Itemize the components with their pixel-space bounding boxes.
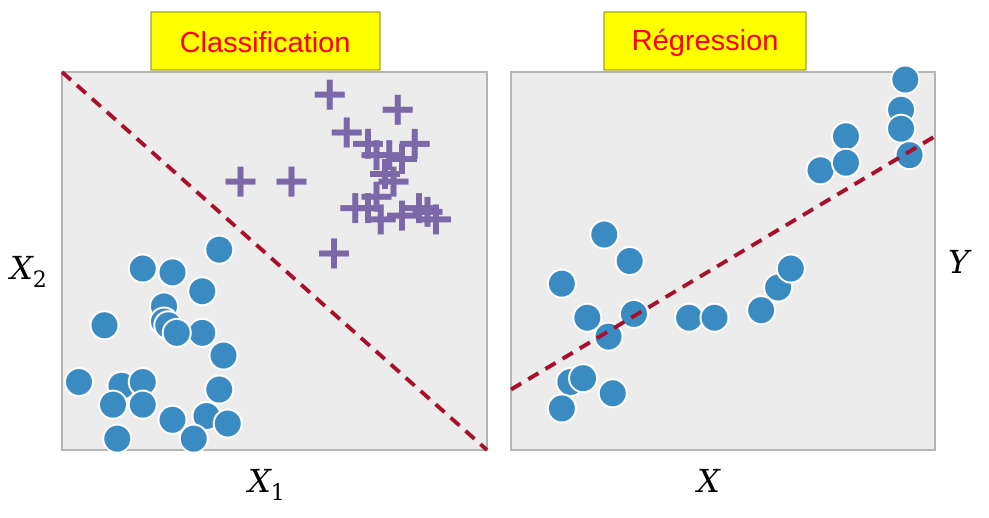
- regression-point: [746, 295, 777, 326]
- classification-plus-marker: [314, 79, 345, 110]
- regression-point: [593, 321, 624, 352]
- regression-point: [572, 302, 603, 333]
- classification-point: [64, 366, 94, 397]
- classification-plus-marker: [276, 166, 307, 197]
- classification-x-axis-label-subscript: 1: [271, 481, 285, 506]
- classification-y-axis-label: X2: [7, 249, 47, 293]
- regression-point: [546, 393, 577, 424]
- classification-plus-marker: [365, 204, 396, 235]
- classification-plus-marker: [412, 196, 443, 227]
- classification-point: [157, 257, 188, 288]
- regression-point: [614, 246, 645, 276]
- regression-point: [830, 147, 861, 178]
- regression-point: [805, 155, 836, 186]
- classification-point: [127, 389, 158, 420]
- classification-plus-marker: [319, 238, 349, 269]
- classification-point: [161, 317, 192, 348]
- classification-plus-marker: [387, 143, 417, 174]
- classification-y-axis-label-subscript: 2: [33, 268, 47, 293]
- classification-plus-marker: [399, 128, 430, 159]
- regression-point: [674, 302, 705, 333]
- classification-title: Classification: [180, 27, 351, 59]
- regression-point: [830, 121, 861, 152]
- classification-point: [204, 374, 235, 405]
- regression-point: [894, 140, 925, 171]
- classification-point: [178, 423, 209, 454]
- classification-plus-marker: [340, 193, 371, 224]
- classification-point: [187, 276, 218, 307]
- classification-y-axis-label-main: X: [7, 249, 34, 287]
- regression-point: [890, 64, 921, 95]
- regression-y-axis-label: Y: [948, 243, 972, 281]
- classification-point: [102, 423, 133, 454]
- classification-title-box: [150, 11, 381, 71]
- regression-point: [546, 268, 577, 299]
- classification-point: [208, 340, 239, 371]
- regression-x-axis-label: X: [694, 462, 721, 500]
- classification-plus-marker: [387, 200, 417, 231]
- regression-point: [568, 363, 599, 394]
- regression-title: Régression: [632, 25, 779, 57]
- classification-plus-marker: [331, 117, 362, 148]
- classification-decision-boundary: [60, 70, 489, 452]
- regression-point: [775, 253, 806, 284]
- regression-marks: [509, 64, 937, 424]
- classification-point: [187, 317, 218, 348]
- regression-title-box: [603, 11, 807, 71]
- classification-point: [127, 253, 158, 284]
- classification-point: [98, 389, 128, 420]
- classification-point: [204, 234, 235, 265]
- classification-x-axis-label-main: X: [245, 462, 272, 500]
- classification-x-axis-label: X1: [245, 462, 285, 506]
- regression-point: [886, 113, 917, 144]
- classification-plus-marker: [225, 166, 256, 197]
- classification-point: [89, 310, 120, 341]
- classification-marks: [60, 70, 489, 454]
- classification-plus-marker: [370, 159, 400, 190]
- regression-point: [597, 378, 628, 409]
- regression-point: [699, 302, 730, 333]
- classification-plus-marker: [382, 94, 413, 125]
- regression-point: [589, 219, 620, 250]
- regression-regression-line: [509, 134, 937, 392]
- classification-point: [212, 408, 243, 439]
- classification-point: [157, 404, 188, 435]
